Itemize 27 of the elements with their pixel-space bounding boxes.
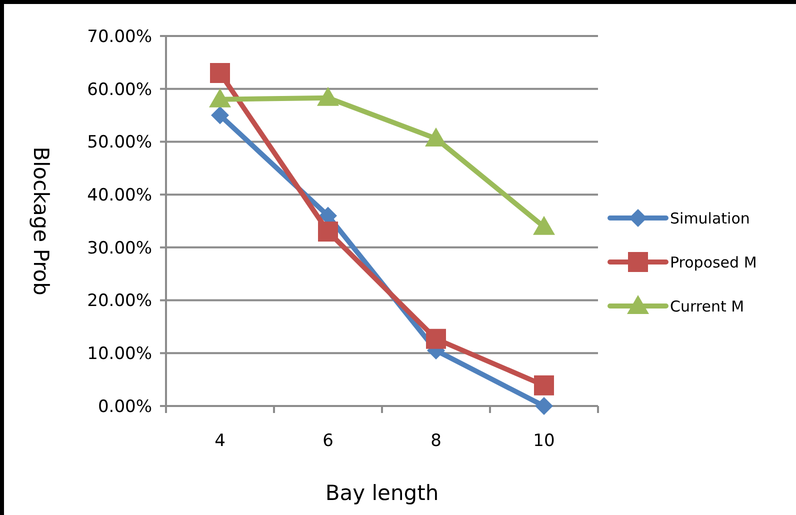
y-tick-label: 60.00% bbox=[87, 80, 152, 100]
point bbox=[534, 375, 554, 396]
legend-label: Current M bbox=[670, 297, 744, 316]
x-tick-label: 4 bbox=[214, 431, 226, 451]
point bbox=[211, 106, 229, 124]
y-tick-label: 0.00% bbox=[98, 396, 152, 417]
point bbox=[535, 397, 553, 415]
x-axis-title: Bay length bbox=[325, 481, 439, 505]
point bbox=[426, 328, 446, 349]
x-tick-label: 6 bbox=[322, 431, 334, 451]
y-tick-label: 10.00% bbox=[87, 344, 152, 364]
point bbox=[425, 128, 447, 147]
legend-label: Simulation bbox=[670, 209, 750, 228]
point bbox=[533, 216, 555, 235]
point bbox=[210, 63, 230, 83]
y-tick-label: 20.00% bbox=[87, 291, 152, 312]
x-tick-label: 8 bbox=[430, 431, 442, 451]
y-tick-label: 40.00% bbox=[87, 186, 152, 206]
legend-label: Proposed M bbox=[670, 253, 757, 272]
y-tick-label: 30.00% bbox=[87, 238, 152, 258]
y-axis-title: Blockage Prob bbox=[29, 146, 53, 296]
y-tick-label: 50.00% bbox=[87, 132, 152, 153]
point bbox=[209, 88, 231, 108]
y-tick-label: 70.00% bbox=[87, 26, 152, 47]
point bbox=[318, 222, 338, 242]
point bbox=[317, 86, 339, 106]
x-tick-label: 10 bbox=[533, 431, 555, 451]
